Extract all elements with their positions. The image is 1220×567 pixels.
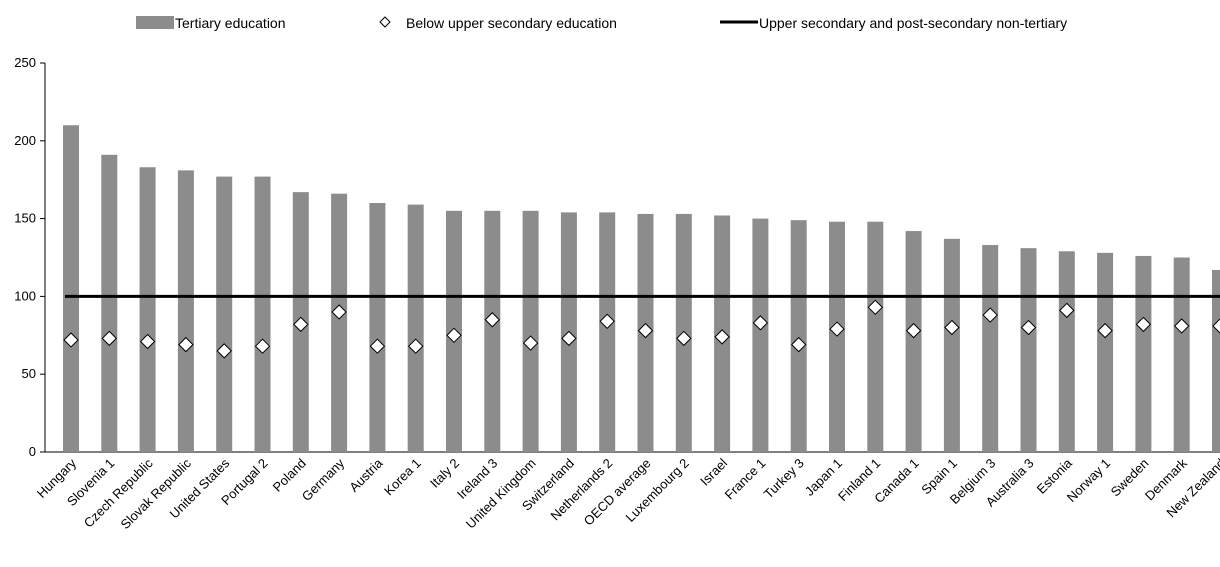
marker-below-upper-secondary	[1135, 316, 1152, 333]
bar-tertiary	[484, 210, 501, 452]
bar-tertiary	[867, 221, 884, 452]
y-tick-label: 100	[14, 288, 36, 303]
bar-tertiary	[522, 210, 539, 452]
bars	[63, 125, 1220, 453]
marker-below-upper-secondary	[752, 315, 769, 331]
bar-tertiary	[369, 203, 386, 452]
bar-tertiary	[1173, 257, 1190, 452]
x-tick-label: Germany	[299, 455, 348, 504]
marker-below-upper-secondary	[905, 322, 922, 339]
bar-tertiary	[1212, 269, 1220, 452]
bar-tertiary	[790, 220, 807, 452]
bar-tertiary	[254, 176, 271, 452]
marker-below-upper-secondary	[446, 327, 462, 344]
marker-below-upper-secondary	[216, 343, 232, 359]
marker-below-upper-secondary	[944, 319, 960, 336]
bar-tertiary	[1058, 251, 1075, 452]
marker-below-upper-secondary	[1173, 318, 1190, 334]
markers	[63, 299, 1220, 359]
x-tick-label: OECD average	[581, 456, 654, 529]
marker-below-upper-secondary	[637, 322, 654, 339]
bar-tertiary	[177, 170, 194, 452]
legend-label-below-upper-secondary: Below upper secondary education	[406, 15, 617, 31]
bar-tertiary	[905, 231, 922, 452]
marker-below-upper-secondary	[790, 336, 807, 353]
marker-below-upper-secondary	[369, 338, 386, 354]
marker-below-upper-secondary	[522, 335, 539, 351]
legend-label-tertiary: Tertiary education	[175, 15, 286, 31]
marker-below-upper-secondary	[293, 316, 309, 333]
marker-below-upper-secondary	[254, 338, 271, 354]
marker-below-upper-secondary	[101, 330, 118, 347]
marker-below-upper-secondary	[867, 299, 884, 315]
bar-tertiary	[139, 167, 156, 452]
bar-tertiary	[1020, 248, 1037, 452]
x-tick-label: Austria	[346, 455, 386, 495]
x-tick-label: Korea 1	[381, 456, 424, 499]
marker-below-upper-secondary	[676, 330, 692, 347]
y-tick-label: 250	[14, 55, 36, 70]
marker-below-upper-secondary	[599, 313, 615, 330]
marker-below-upper-secondary	[63, 332, 79, 348]
bar-tertiary	[407, 204, 424, 452]
bar-tertiary	[331, 193, 348, 453]
legend: Tertiary education Below upper secondary…	[136, 15, 1067, 31]
marker-below-upper-secondary	[561, 330, 577, 347]
x-tick-label: Israel	[697, 455, 730, 488]
y-tick-labels: 0 50 100 150 200 250	[14, 55, 36, 459]
bar-tertiary	[1135, 255, 1152, 452]
marker-below-upper-secondary	[1020, 319, 1037, 336]
bar-tertiary	[943, 238, 960, 452]
legend-marker-below-upper-secondary	[379, 16, 391, 28]
bar-tertiary	[599, 212, 616, 452]
y-tick-label: 150	[14, 211, 36, 226]
marker-below-upper-secondary	[484, 312, 501, 328]
x-tick-label: Turkey 3	[761, 456, 807, 502]
bar-tertiary	[1097, 252, 1114, 452]
x-tick-label: France 1	[722, 456, 769, 503]
bar-tertiary	[829, 221, 845, 452]
bar-tertiary	[63, 125, 79, 453]
bar-tertiary	[752, 218, 769, 452]
marker-below-upper-secondary	[1097, 322, 1113, 339]
legend-label-upper-secondary: Upper secondary and post-secondary non-t…	[759, 15, 1067, 31]
bar-tertiary	[982, 245, 999, 452]
marker-below-upper-secondary	[829, 321, 845, 337]
marker-below-upper-secondary	[1059, 302, 1075, 319]
marker-below-upper-secondary	[714, 329, 730, 345]
marker-below-upper-secondary	[139, 333, 156, 350]
marker-below-upper-secondary	[178, 336, 194, 353]
legend-swatch-tertiary	[136, 16, 174, 29]
bar-tertiary	[101, 154, 118, 452]
y-tick-label: 200	[14, 133, 36, 148]
y-tick-label: 50	[22, 366, 36, 381]
y-tick-label: 0	[29, 444, 36, 459]
marker-below-upper-secondary	[982, 307, 998, 323]
marker-below-upper-secondary	[407, 338, 424, 354]
bar-tertiary	[216, 176, 233, 452]
marker-below-upper-secondary	[331, 304, 347, 320]
marker-below-upper-secondary	[1212, 318, 1220, 334]
x-tick-label: Italy 2	[427, 456, 462, 491]
